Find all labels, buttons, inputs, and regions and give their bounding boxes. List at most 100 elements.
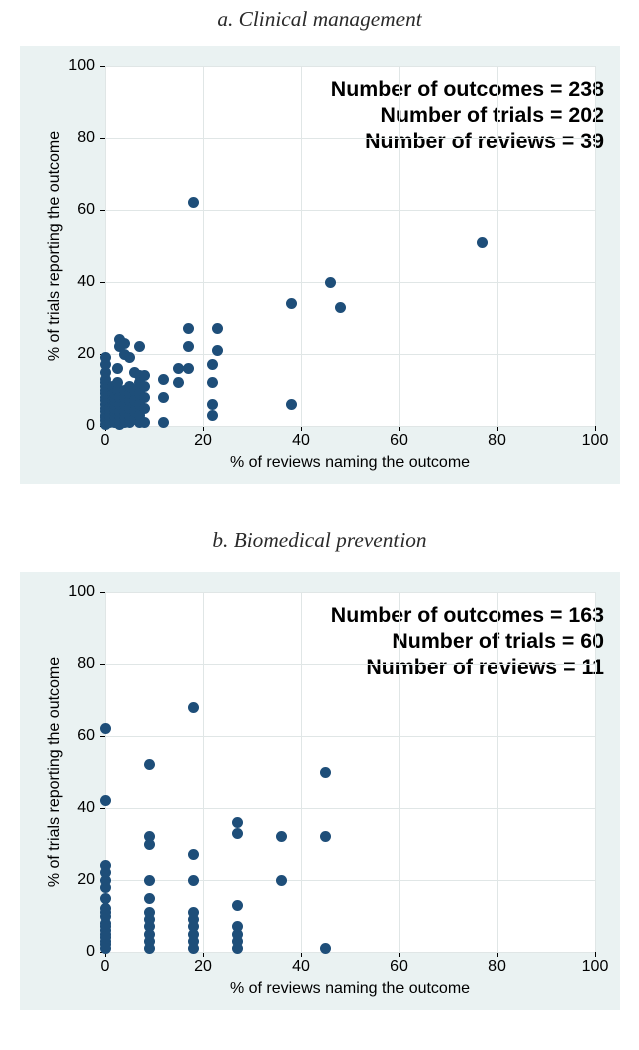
annotation-line: Number of reviews = 11 — [331, 654, 604, 680]
annotation-label: Number of reviews = — [365, 129, 580, 153]
x-tick-label: 40 — [286, 432, 316, 450]
x-tick — [595, 952, 596, 957]
annotation-value: 202 — [568, 103, 604, 127]
y-tick — [100, 282, 105, 283]
annotation-value: 238 — [568, 77, 604, 101]
y-tick — [100, 664, 105, 665]
annotation-value: 163 — [568, 603, 604, 627]
scatter-point — [139, 381, 150, 392]
scatter-point — [286, 298, 297, 309]
annotation-value: 39 — [580, 129, 604, 153]
annotation-value: 60 — [580, 629, 604, 653]
scatter-point — [320, 767, 331, 778]
annotation-label: Number of trials = — [381, 103, 569, 127]
scatter-point — [188, 849, 199, 860]
grid-line — [105, 426, 595, 427]
y-tick — [100, 808, 105, 809]
scatter-point — [100, 723, 111, 734]
x-tick — [203, 952, 204, 957]
chart-a-annotations: Number of outcomes = 238Number of trials… — [331, 76, 604, 154]
x-tick — [399, 426, 400, 431]
scatter-point — [212, 345, 223, 356]
scatter-point — [144, 875, 155, 886]
x-tick-label: 40 — [286, 958, 316, 976]
grid-line — [399, 592, 400, 952]
y-tick-label: 0 — [65, 943, 95, 961]
grid-line — [105, 664, 595, 665]
scatter-point — [119, 338, 130, 349]
grid-line — [105, 736, 595, 737]
page: a. Clinical management % of trials repor… — [0, 0, 639, 1050]
grid-line — [595, 592, 596, 952]
grid-line — [105, 282, 595, 283]
scatter-point — [188, 907, 199, 918]
y-tick — [100, 138, 105, 139]
scatter-point — [144, 893, 155, 904]
annotation-line: Number of outcomes = 238 — [331, 76, 604, 102]
grid-line — [105, 210, 595, 211]
annotation-label: Number of outcomes = — [331, 77, 569, 101]
annotation-line: Number of outcomes = 163 — [331, 602, 604, 628]
scatter-point — [139, 417, 150, 428]
scatter-point — [158, 374, 169, 385]
scatter-point — [276, 875, 287, 886]
panel-title-b: b. Biomedical prevention — [0, 528, 639, 553]
x-tick-label: 20 — [188, 432, 218, 450]
x-tick — [497, 426, 498, 431]
scatter-point — [188, 875, 199, 886]
scatter-point — [158, 392, 169, 403]
y-tick-label: 80 — [65, 655, 95, 673]
scatter-point — [100, 860, 111, 871]
grid-line — [497, 66, 498, 426]
scatter-point — [100, 893, 111, 904]
scatter-point — [188, 197, 199, 208]
scatter-point — [232, 900, 243, 911]
grid-line — [105, 952, 595, 953]
scatter-point — [335, 302, 346, 313]
scatter-point — [286, 399, 297, 410]
y-tick-label: 100 — [65, 57, 95, 75]
annotation-line: Number of trials = 60 — [331, 628, 604, 654]
y-tick-label: 20 — [65, 345, 95, 363]
y-tick-label: 60 — [65, 201, 95, 219]
scatter-point — [207, 410, 218, 421]
scatter-point — [325, 277, 336, 288]
panel-title-a: a. Clinical management — [0, 7, 639, 32]
x-tick — [301, 952, 302, 957]
grid-line — [105, 592, 595, 593]
scatter-point — [139, 403, 150, 414]
x-tick-label: 60 — [384, 958, 414, 976]
scatter-point — [144, 759, 155, 770]
annotation-value: 11 — [581, 655, 604, 679]
chart-a-xlabel: % of reviews naming the outcome — [105, 454, 595, 472]
scatter-point — [232, 817, 243, 828]
scatter-point — [100, 795, 111, 806]
x-tick-label: 60 — [384, 432, 414, 450]
scatter-point — [100, 352, 111, 363]
x-tick-label: 20 — [188, 958, 218, 976]
x-tick-label: 80 — [482, 432, 512, 450]
grid-line — [595, 66, 596, 426]
scatter-point — [183, 363, 194, 374]
chart-b-annotations: Number of outcomes = 163Number of trials… — [331, 602, 604, 680]
scatter-point — [139, 392, 150, 403]
chart-a-ylabel: % of trials reporting the outcome — [46, 126, 64, 366]
grid-line — [105, 66, 595, 67]
y-tick — [100, 66, 105, 67]
chart-b-xlabel: % of reviews naming the outcome — [105, 980, 595, 998]
x-tick-label: 100 — [580, 432, 610, 450]
y-tick-label: 40 — [65, 799, 95, 817]
grid-line — [399, 66, 400, 426]
y-tick-label: 100 — [65, 583, 95, 601]
scatter-point — [232, 828, 243, 839]
y-tick — [100, 210, 105, 211]
annotation-label: Number of outcomes = — [331, 603, 569, 627]
x-tick-label: 100 — [580, 958, 610, 976]
grid-line — [105, 808, 595, 809]
grid-line — [105, 880, 595, 881]
grid-line — [203, 66, 204, 426]
y-tick-label: 60 — [65, 727, 95, 745]
scatter-point — [144, 831, 155, 842]
y-tick-label: 40 — [65, 273, 95, 291]
grid-line — [203, 592, 204, 952]
